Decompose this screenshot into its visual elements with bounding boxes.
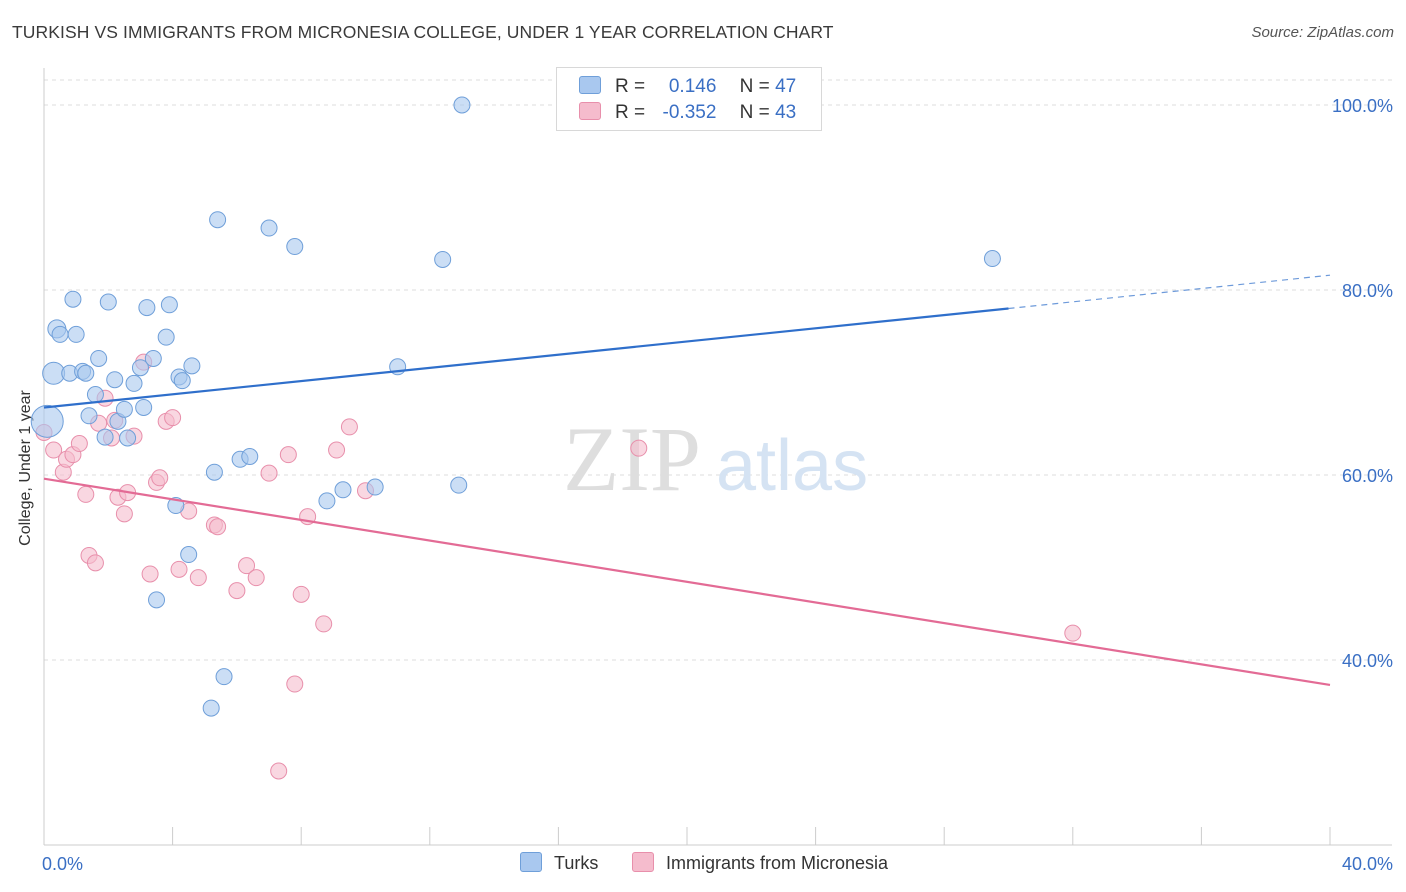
- micronesia-point: [70, 435, 88, 453]
- turks-point: [106, 371, 124, 389]
- turks-point: [51, 325, 69, 343]
- turks-legend-label: Turks: [554, 853, 599, 873]
- micronesia-point: [189, 569, 207, 587]
- chart-title: TURKISH VS IMMIGRANTS FROM MICRONESIA CO…: [12, 22, 834, 42]
- micronesia-swatch: [579, 102, 601, 120]
- turks-point: [180, 546, 198, 564]
- micronesia-point: [209, 518, 227, 536]
- micronesia-point: [238, 557, 256, 575]
- micronesia-point: [151, 469, 169, 487]
- turks-point: [173, 372, 191, 390]
- turks-trend-extension: [1008, 274, 1331, 310]
- turks-point: [115, 400, 133, 418]
- micronesia-point: [228, 582, 246, 600]
- turks-point: [138, 299, 156, 317]
- y-tick-label: 40.0%: [1342, 651, 1393, 671]
- micronesia-point: [328, 441, 346, 459]
- micronesia-point: [77, 485, 95, 503]
- turks-legend-swatch: [520, 852, 542, 872]
- source-label: Source: ZipAtlas.com: [1251, 24, 1394, 41]
- micronesia-r-value: -0.352: [662, 102, 717, 123]
- turks-point: [144, 349, 162, 367]
- micronesia-point: [286, 675, 304, 693]
- turks-point: [366, 478, 384, 496]
- y-tick-label: 100.0%: [1332, 96, 1393, 116]
- turks-swatch: [579, 76, 601, 94]
- micronesia-point: [115, 505, 133, 523]
- turks-n-value: 47: [775, 76, 797, 97]
- micronesia-point: [247, 569, 265, 587]
- turks-point: [260, 219, 278, 237]
- micronesia-legend-swatch: [632, 852, 654, 872]
- turks-point: [90, 349, 108, 367]
- turks-trend-line: [43, 307, 1009, 409]
- turks-point: [215, 668, 233, 686]
- micronesia-point: [292, 585, 310, 603]
- micronesia-trend-line: [43, 477, 1331, 687]
- axes: [43, 68, 1392, 846]
- turks-point: [453, 96, 471, 114]
- tick-labels: 40.0% 60.0% 80.0% 100.0% 0.0% 40.0%: [42, 96, 1393, 874]
- turks-point: [86, 386, 104, 404]
- turks-point: [135, 398, 153, 416]
- turks-point: [450, 476, 468, 494]
- x-tick-label-max: 40.0%: [1342, 854, 1393, 874]
- watermark-zip: ZIP: [563, 408, 701, 510]
- y-tick-label: 60.0%: [1342, 466, 1393, 486]
- turks-r-value: 0.146: [668, 76, 717, 97]
- micronesia-point: [170, 560, 188, 578]
- micronesia-point: [86, 554, 104, 572]
- x-tick-label-min: 0.0%: [42, 854, 83, 874]
- turks-point: [80, 407, 98, 425]
- turks-point: [125, 374, 143, 392]
- micronesia-point: [45, 441, 63, 459]
- turks-point: [157, 328, 175, 346]
- turks-point: [119, 429, 137, 447]
- micronesia-point: [630, 439, 648, 457]
- trend-lines: [43, 274, 1331, 687]
- stats-legend: R = 0.146 N = 47 R = -0.352 N = 43: [556, 67, 822, 131]
- micronesia-point: [340, 418, 358, 436]
- turks-point: [148, 591, 166, 609]
- turks-point: [202, 699, 220, 717]
- watermark-atlas: atlas: [716, 426, 868, 506]
- turks-point: [77, 364, 95, 382]
- turks-point: [30, 404, 64, 438]
- turks-point: [209, 211, 227, 229]
- turks-point: [286, 238, 304, 256]
- turks-point: [983, 250, 1001, 268]
- turks-point: [96, 428, 114, 446]
- micronesia-points: [35, 353, 1082, 780]
- micronesia-point: [1064, 624, 1082, 642]
- micronesia-point: [141, 565, 159, 583]
- micronesia-n-value: 43: [775, 102, 797, 123]
- micronesia-point: [279, 446, 297, 464]
- micronesia-point: [260, 464, 278, 482]
- turks-point: [334, 481, 352, 499]
- turks-point: [64, 290, 82, 308]
- watermark: ZIP atlas: [563, 408, 868, 510]
- turks-point: [241, 448, 259, 465]
- turks-point: [318, 492, 336, 510]
- micronesia-point: [164, 409, 182, 427]
- turks-point: [131, 359, 149, 377]
- turks-point: [99, 293, 117, 311]
- y-tick-label: 80.0%: [1342, 281, 1393, 301]
- turks-points: [30, 96, 1001, 717]
- legend-row-micronesia: R = -0.352 N = 43: [579, 102, 796, 126]
- micronesia-point: [270, 762, 288, 780]
- turks-point: [67, 325, 85, 343]
- micronesia-legend-label: Immigrants from Micronesia: [666, 853, 889, 873]
- legend-item-micronesia[interactable]: Immigrants from Micronesia: [632, 852, 888, 874]
- turks-point: [160, 296, 178, 314]
- turks-point: [183, 357, 201, 375]
- legend-row-turks: R = 0.146 N = 47: [579, 76, 796, 100]
- turks-point: [205, 463, 223, 481]
- turks-point: [434, 250, 452, 268]
- micronesia-point: [315, 615, 333, 633]
- legend-item-turks[interactable]: Turks: [520, 852, 598, 874]
